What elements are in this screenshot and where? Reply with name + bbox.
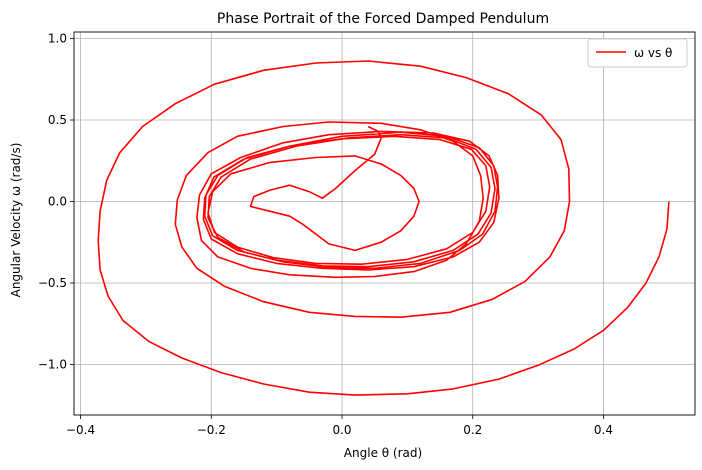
legend-box xyxy=(587,38,688,68)
y-tick-label: 1.0 xyxy=(48,32,67,46)
plot-area xyxy=(97,60,670,396)
y-tick-label: 0.5 xyxy=(48,113,67,127)
y-axis-label: Angular Velocity ω (rad/s) xyxy=(9,143,23,298)
y-tick-label: 0.0 xyxy=(48,194,67,208)
x-axis-ticks: −0.4 −0.2 0.0 0.2 0.4 xyxy=(66,415,613,437)
y-tick-label: −1.0 xyxy=(38,357,67,371)
legend-label: ω vs θ xyxy=(634,46,672,60)
x-tick-label: 0.0 xyxy=(332,423,351,437)
x-tick-label: 0.2 xyxy=(463,423,482,437)
x-tick-label: −0.2 xyxy=(197,423,226,437)
x-tick-label: 0.4 xyxy=(594,423,613,437)
x-axis-label: Angle θ (rad) xyxy=(344,446,422,460)
legend: ω vs θ xyxy=(587,38,688,68)
y-tick-label: −0.5 xyxy=(38,276,67,290)
x-tick-label: −0.4 xyxy=(66,423,95,437)
chart-title: Phase Portrait of the Forced Damped Pend… xyxy=(217,11,549,27)
y-axis-ticks: −1.0 −0.5 0.0 0.5 1.0 xyxy=(38,32,74,371)
plot-frame xyxy=(73,31,696,416)
series-line-omega-vs-theta xyxy=(97,60,670,396)
